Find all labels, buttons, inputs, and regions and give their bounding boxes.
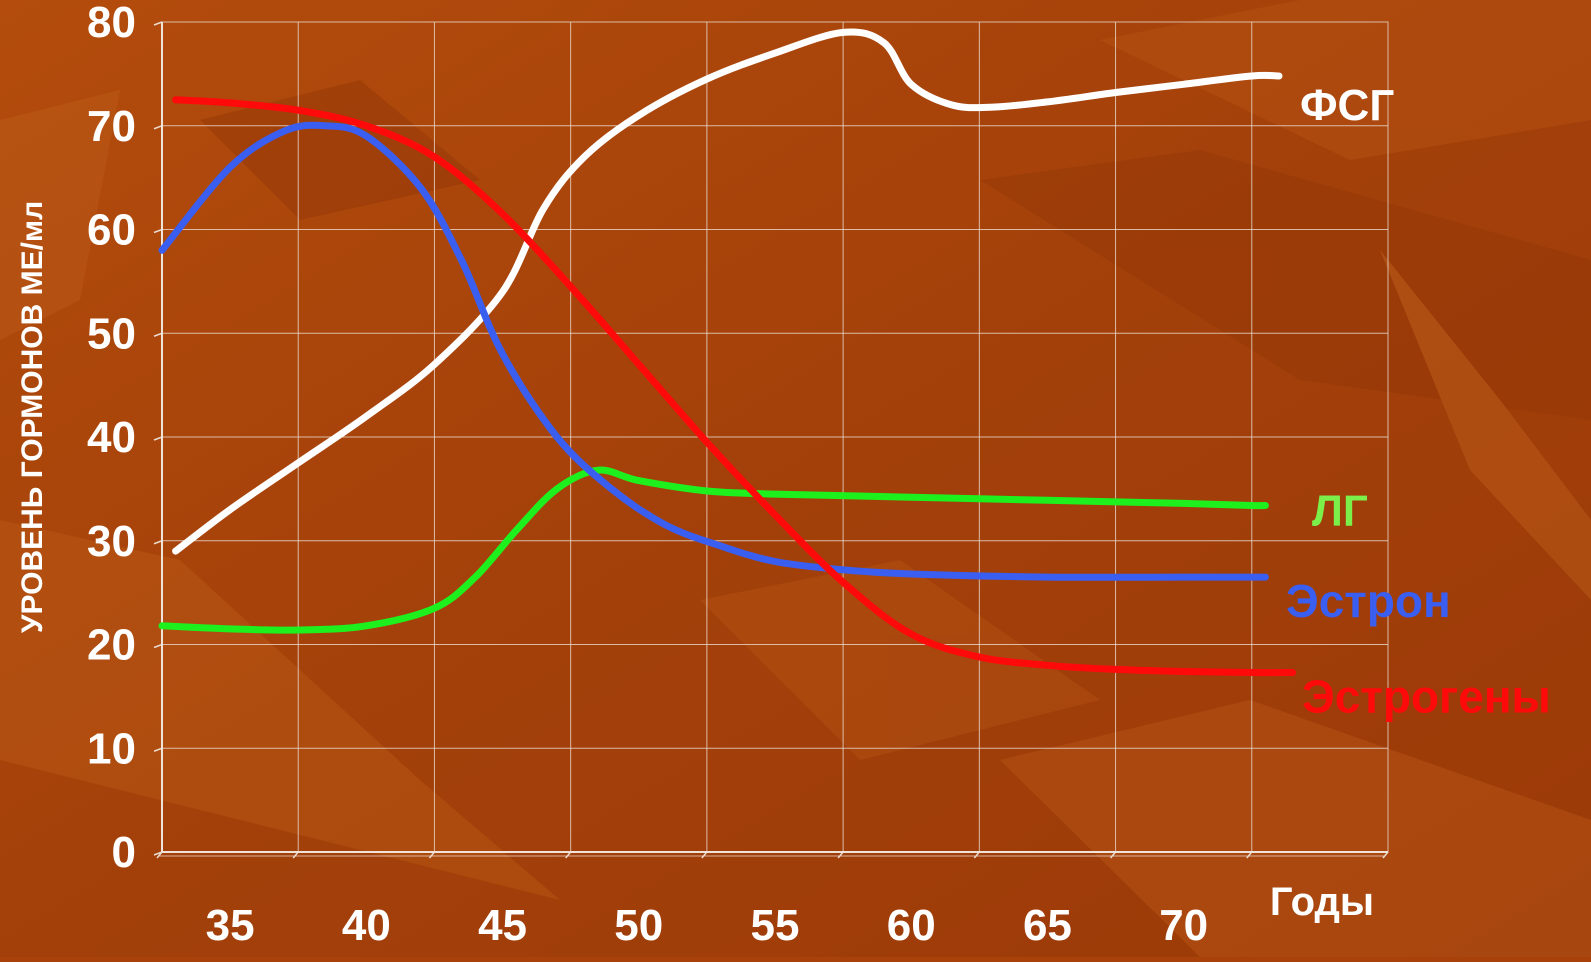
y-tick-label: 80 (87, 0, 136, 47)
series-label-0: ФСГ (1300, 81, 1394, 130)
x-tick-label: 45 (478, 901, 527, 950)
y-tick (153, 540, 163, 545)
labels: ФСГ ЛГ Эстрон Эстрогены (1286, 81, 1551, 723)
y-tick (153, 125, 163, 130)
x-tick-label: 65 (1023, 901, 1072, 950)
y-tick-label: 50 (87, 309, 136, 358)
y-tick-label: 10 (87, 724, 136, 773)
y-tick-label: 70 (87, 102, 136, 151)
series-line-1 (158, 466, 1269, 634)
y-tick (153, 228, 163, 234)
x-tick-label: 55 (751, 901, 800, 950)
y-tick-label: 60 (87, 206, 136, 255)
y-tick-label: 40 (87, 413, 136, 462)
y-tick (153, 643, 163, 649)
series-label-3: Эстрогены (1302, 671, 1551, 723)
series-line-2 (158, 121, 1269, 581)
x-tick (156, 851, 163, 859)
x-tick-label: 40 (342, 901, 391, 950)
series-line-0 (172, 28, 1283, 555)
series-lines (158, 28, 1297, 677)
y-tick-label: 0 (112, 828, 136, 877)
y-tick (153, 21, 163, 26)
y-tick (153, 436, 163, 441)
axes: 0 10 20 30 40 50 60 70 80 35 40 45 50 55 60 65 70 Годы УРО… (16, 0, 1389, 950)
y-axis-label: УРОВЕНЬ ГОРМОНОВ МЕ/мл (16, 201, 49, 633)
x-axis-label: Годы (1270, 880, 1374, 924)
x-tick-label: 50 (614, 901, 663, 950)
y-tick (153, 747, 163, 752)
y-tick-label: 20 (87, 621, 136, 670)
series-label-2: Эстрон (1286, 575, 1451, 627)
series-label-1: ЛГ (1312, 486, 1368, 535)
x-tick-label: 70 (1159, 901, 1208, 950)
x-tick-label: 35 (206, 901, 255, 950)
x-tick-label: 60 (887, 901, 936, 950)
series-line-3 (172, 96, 1297, 677)
y-tick (153, 332, 163, 337)
y-tick-label: 30 (87, 517, 136, 566)
